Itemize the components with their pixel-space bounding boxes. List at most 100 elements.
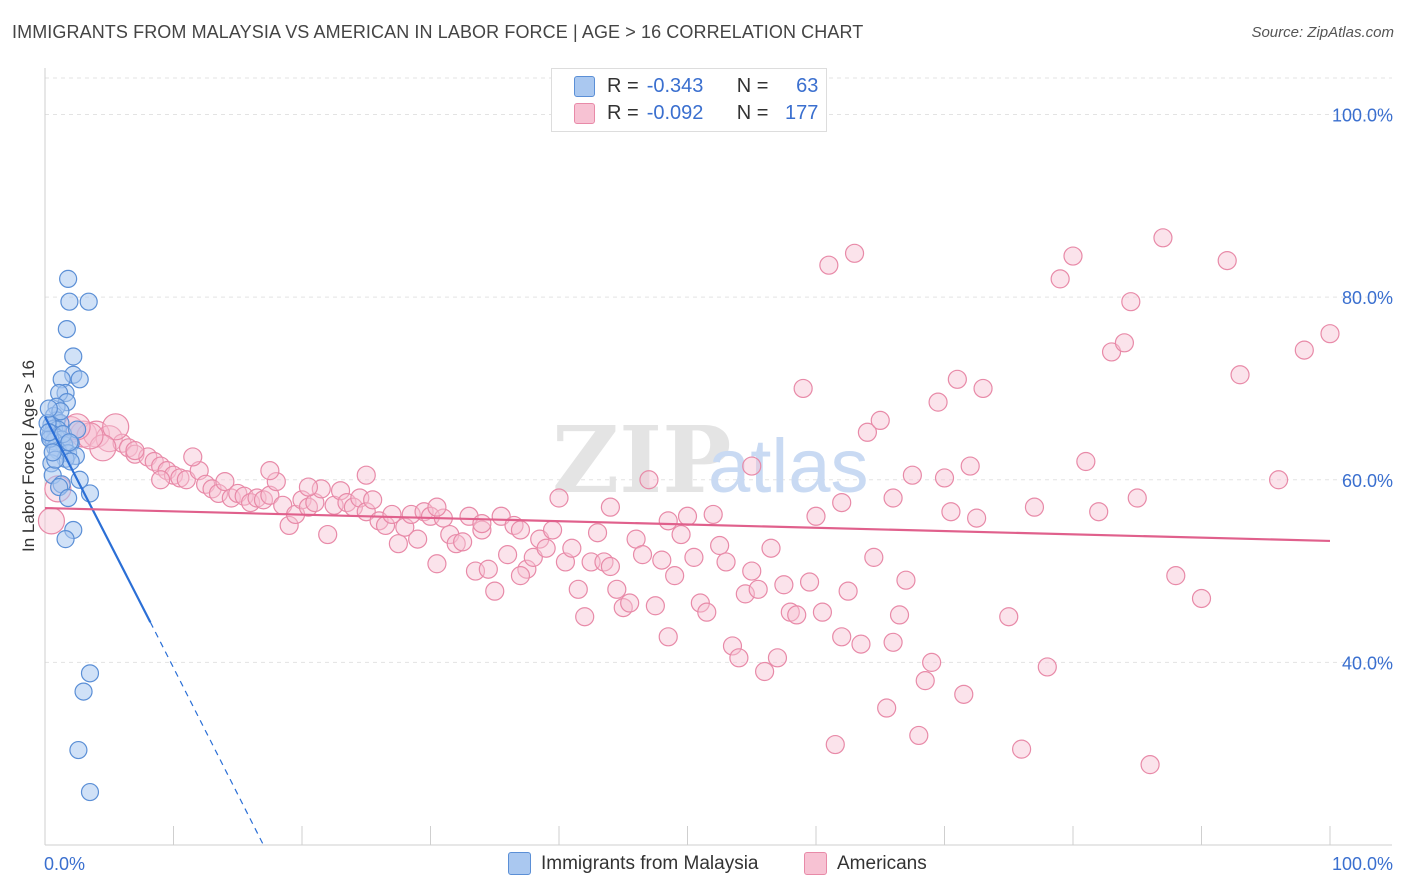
americans-trend-line <box>44 506 1331 543</box>
americans-point <box>1191 588 1212 609</box>
americans-point <box>298 477 319 497</box>
watermark: ZIP atlas <box>552 406 869 514</box>
grid-lines <box>45 77 1392 663</box>
americans-point <box>363 490 383 510</box>
americans-point <box>735 584 755 604</box>
trend-lines <box>44 416 1331 846</box>
americans-point <box>716 552 736 572</box>
americans-point <box>658 627 678 647</box>
stats-n-value: 63 <box>796 75 819 97</box>
stats-legend: R = -0.343 N = 63 R = -0.092 N = 177 <box>551 68 827 132</box>
americans-point <box>742 456 762 476</box>
americans-point <box>427 497 447 517</box>
americans-point <box>761 538 781 558</box>
americans-point <box>620 593 640 613</box>
americans-point <box>684 547 704 567</box>
americans-point <box>909 725 929 746</box>
americans-point <box>632 545 653 565</box>
americans-point <box>125 440 145 461</box>
americans-point <box>151 470 171 490</box>
malaysia-point <box>64 347 83 366</box>
malaysia-point <box>60 433 79 452</box>
legend-item-malaysia[interactable]: Immigrants from Malaysia <box>508 852 759 875</box>
americans-point <box>742 561 762 581</box>
americans-point <box>722 636 743 656</box>
americans-point <box>472 513 492 534</box>
americans-point <box>832 627 852 647</box>
americans-point <box>799 572 820 592</box>
americans-point <box>729 648 749 668</box>
americans-point <box>1089 502 1109 522</box>
americans-point <box>851 634 871 654</box>
americans-point <box>754 661 775 682</box>
americans-point <box>774 575 794 595</box>
legend-item-americans[interactable]: Americans <box>804 852 927 875</box>
americans-point <box>1230 365 1250 385</box>
americans-point <box>652 550 672 570</box>
americans-point <box>1114 333 1135 353</box>
stats-r-value: -0.092 <box>646 102 704 124</box>
americans-point <box>1024 497 1045 517</box>
legend-label-malaysia: Immigrants from Malaysia <box>541 852 759 874</box>
americans-point <box>408 529 428 549</box>
americans-point <box>562 538 582 558</box>
americans-point <box>260 461 280 481</box>
americans-point <box>318 524 338 545</box>
malaysia-point <box>56 530 75 549</box>
americans-point <box>748 579 768 599</box>
americans-point <box>1011 739 1032 759</box>
americans-point <box>857 422 878 442</box>
americans-point <box>896 570 916 590</box>
malaysia-point <box>69 740 88 760</box>
americans-point <box>382 504 402 525</box>
legend-swatch-americans <box>804 852 827 875</box>
y-tick-label: 100.0% <box>1332 106 1393 126</box>
americans-point <box>536 538 556 558</box>
x-tick-label: 0.0% <box>44 854 85 874</box>
americans-point <box>883 488 903 508</box>
y-tick-label: 60.0% <box>1342 471 1393 491</box>
stats-r-label: R = <box>607 75 639 97</box>
stats-row-malaysia: R = -0.343 N = 63 <box>574 75 818 98</box>
americans-point <box>600 556 621 577</box>
malaysia-point <box>79 292 98 311</box>
legend-label-americans: Americans <box>837 852 927 874</box>
americans-point <box>388 534 408 554</box>
americans-point <box>710 535 730 556</box>
stats-n-label: N = <box>736 102 769 124</box>
malaysia-point <box>59 269 78 288</box>
americans-point <box>1050 269 1070 289</box>
y-tick-label: 80.0% <box>1342 288 1393 308</box>
americans-point <box>1076 451 1096 472</box>
americans-point <box>870 410 890 431</box>
malaysia-point <box>80 664 100 683</box>
americans-point <box>825 734 845 755</box>
malaysia-point <box>39 399 58 418</box>
americans-point <box>1320 324 1340 344</box>
americans-point <box>183 447 203 467</box>
americans-point <box>266 471 286 492</box>
americans-point <box>812 602 833 622</box>
americans-point <box>446 534 466 554</box>
americans-point <box>1153 228 1173 248</box>
americans-point <box>793 378 813 399</box>
malaysia-point <box>57 320 76 339</box>
americans-point <box>960 456 980 476</box>
stats-swatch-malaysia <box>574 76 595 97</box>
americans-point <box>665 566 685 586</box>
stats-n-label: N = <box>736 75 769 97</box>
americans-point <box>37 507 66 535</box>
americans-point <box>1121 292 1141 312</box>
stats-row-americans: R = -0.092 N = 177 <box>574 102 818 125</box>
americans-point <box>645 596 665 616</box>
americans-point <box>102 413 130 441</box>
americans-point <box>542 520 563 540</box>
americans-point <box>1217 251 1237 271</box>
tick-labels: 40.0% 60.0% 80.0% 100.0% 0.0% 100.0% <box>44 106 1393 874</box>
americans-point <box>639 470 659 490</box>
americans-point <box>677 506 698 526</box>
americans-point <box>1037 657 1057 677</box>
americans-point <box>170 468 190 488</box>
americans-point <box>767 648 788 668</box>
